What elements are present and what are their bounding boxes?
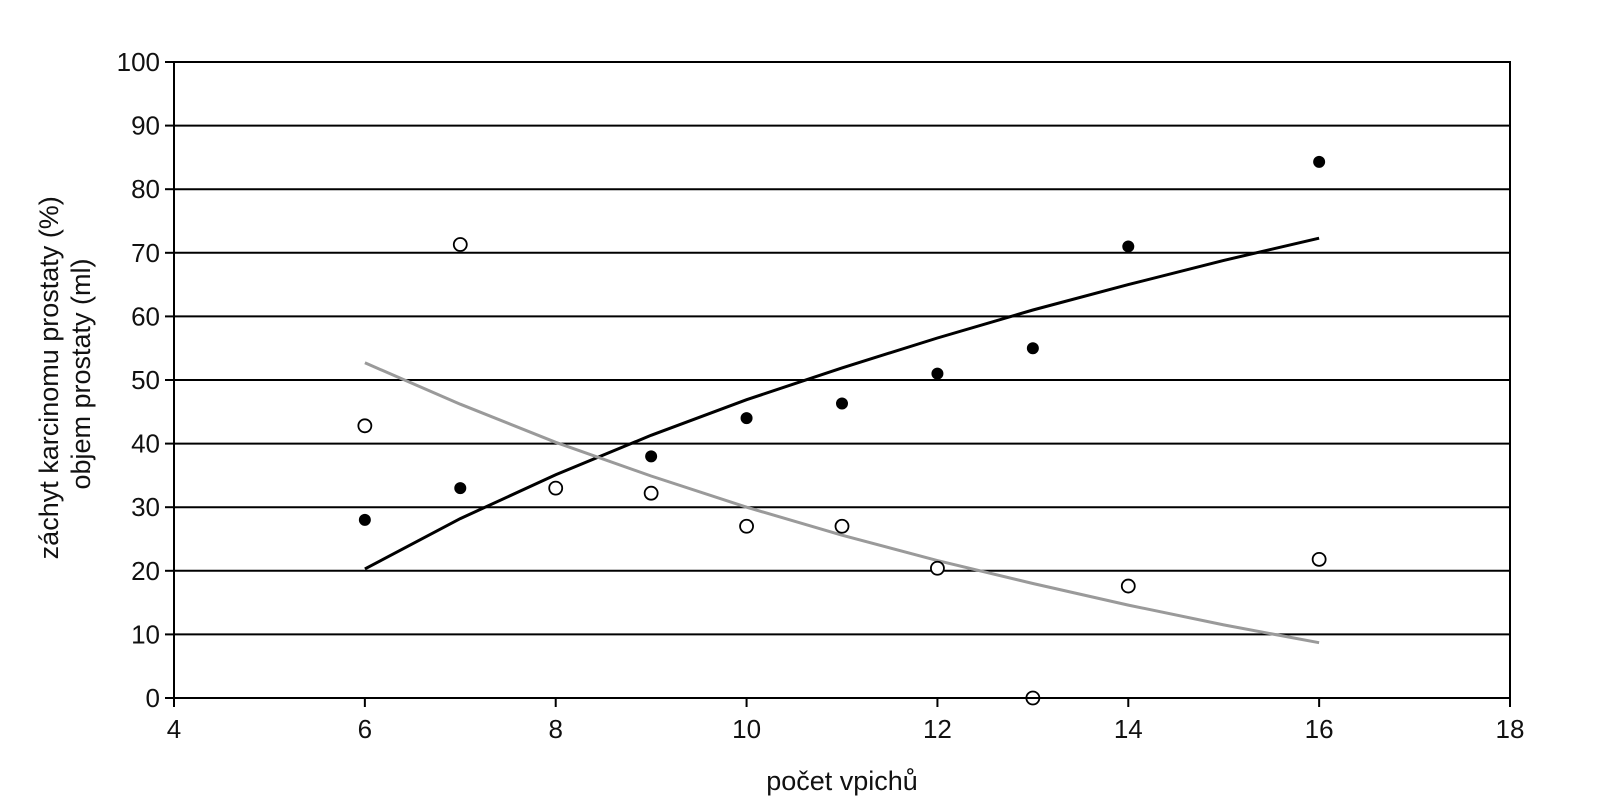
open-point (834, 518, 850, 534)
y-axis-title-line-2: objem prostaty (ml) (66, 258, 96, 489)
open-point (930, 560, 945, 576)
x-axis-title: počet vpichů (766, 766, 918, 796)
data-points (357, 155, 1327, 706)
x-tick-label: 12 (923, 714, 952, 744)
open-point (1311, 551, 1327, 567)
filled-point (931, 367, 944, 380)
trendline-2 (364, 361, 1320, 645)
plot-frame (173, 61, 1511, 699)
filled-point (358, 513, 371, 526)
filled-point (740, 412, 753, 425)
y-axis-title: záchyt karcinomu prostaty (%) objem pros… (34, 189, 96, 560)
x-tick-label: 18 (1496, 714, 1525, 744)
filled-point (836, 397, 848, 410)
tick-labels: 0 10 20 30 40 50 60 70 80 90 100 4 6 8 10 12 14 16 18 (117, 47, 1525, 744)
axes (165, 61, 1511, 707)
trendline-1 (364, 236, 1320, 571)
filled-point (1026, 342, 1039, 355)
y-tick-label: 90 (131, 111, 160, 141)
gridlines (174, 124, 1510, 636)
x-tick-label: 16 (1305, 714, 1334, 744)
x-tick-label: 10 (732, 714, 761, 744)
filled-point (1313, 155, 1326, 168)
filled-point (1122, 240, 1135, 253)
x-tick-label: 4 (167, 714, 181, 744)
open-point (548, 480, 564, 496)
y-tick-label: 100 (117, 47, 160, 77)
x-tick-label: 8 (548, 714, 562, 744)
y-tick-label: 60 (131, 301, 160, 331)
y-tick-label: 70 (131, 238, 160, 268)
filled-point (645, 450, 658, 463)
open-point (357, 418, 373, 434)
open-point (643, 485, 659, 501)
open-point (452, 237, 468, 252)
filled-point (454, 482, 467, 495)
x-tick-label: 14 (1114, 714, 1143, 744)
y-axis-title-line-1: záchyt karcinomu prostaty (%) (34, 196, 64, 559)
y-tick-label: 80 (131, 174, 160, 204)
y-tick-label: 30 (131, 492, 160, 522)
y-tick-label: 40 (131, 429, 160, 459)
y-tick-label: 20 (131, 556, 160, 586)
trendlines (364, 236, 1320, 645)
y-tick-label: 0 (146, 683, 160, 713)
x-tick-label: 6 (358, 714, 372, 744)
open-point (1120, 578, 1136, 594)
open-point (739, 518, 754, 534)
y-tick-label: 50 (131, 365, 160, 395)
y-tick-label: 10 (131, 619, 160, 649)
